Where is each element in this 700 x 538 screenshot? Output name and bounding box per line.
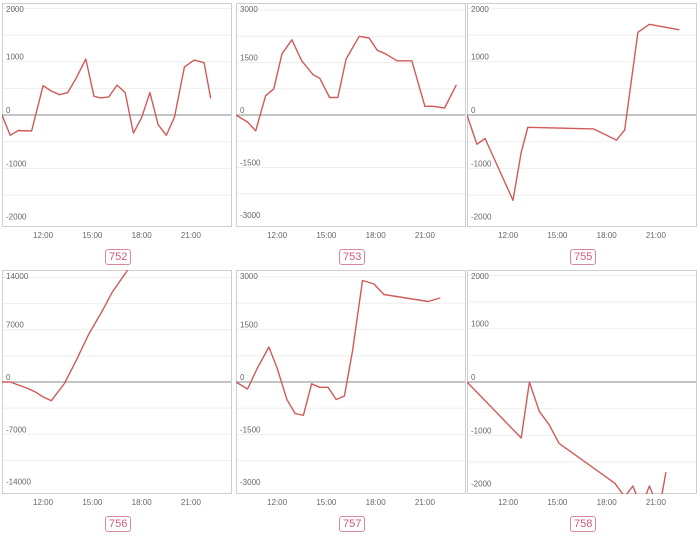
y-tick-label: -2000: [471, 480, 492, 489]
chart-label-badge[interactable]: 757: [339, 516, 365, 532]
y-tick-label: 1500: [240, 321, 258, 330]
x-tick-label: 18:00: [132, 231, 153, 240]
x-tick-label: 21:00: [415, 498, 436, 507]
y-tick-label: 0: [471, 106, 476, 115]
chart-panel-758: 2000 1000 0 -1000 -2000 12:00 15:00 18:00 21:00 7…: [467, 270, 697, 538]
series-line: [236, 281, 440, 416]
chart-svg: 2000 1000 0 -1000 -2000 12:00 15:00 18:00 21:00: [2, 3, 234, 251]
chart-label-badge[interactable]: 755: [570, 249, 596, 265]
chart-svg: 2000 1000 0 -1000 -2000 12:00 15:00 18:00 21:00: [467, 270, 699, 518]
x-tick-label: 18:00: [366, 498, 387, 507]
y-tick-label: 0: [471, 373, 476, 382]
y-tick-label: 0: [6, 373, 11, 382]
chart-label-badge[interactable]: 758: [570, 516, 596, 532]
y-tick-label: -3000: [240, 478, 261, 487]
x-tick-label: 21:00: [646, 498, 667, 507]
chart-svg: 14000 7000 0 -7000 -14000 12:00 15:00 18:00 21:0…: [2, 270, 234, 518]
x-tick-label: 21:00: [415, 231, 436, 240]
chart-label-badge[interactable]: 756: [105, 516, 131, 532]
series-line: [467, 382, 666, 510]
y-tick-label: 0: [6, 106, 11, 115]
x-tick-label: 15:00: [82, 231, 103, 240]
x-tick-label: 12:00: [33, 498, 54, 507]
x-tick-label: 21:00: [646, 231, 667, 240]
y-tick-label: -1000: [471, 159, 492, 168]
x-tick-label: 15:00: [316, 498, 337, 507]
x-tick-label: 18:00: [597, 498, 618, 507]
y-tick-label: 1000: [471, 53, 489, 62]
y-tick-label: -1000: [471, 426, 492, 435]
y-tick-label: 14000: [6, 272, 29, 281]
y-tick-label: -14000: [6, 478, 31, 487]
chart-label-badge[interactable]: 752: [105, 249, 131, 265]
chart-svg: 3000 1500 0 -1500 -3000 12:00 15:00 18:00 21:00: [236, 3, 468, 251]
y-tick-label: 0: [240, 373, 245, 382]
x-tick-label: 18:00: [366, 231, 387, 240]
x-tick-label: 12:00: [498, 231, 519, 240]
y-tick-label: -7000: [6, 425, 27, 434]
y-tick-label: -1500: [240, 159, 261, 168]
y-tick-label: -2000: [6, 213, 27, 222]
x-tick-label: 21:00: [181, 231, 202, 240]
y-tick-label: -2000: [471, 213, 492, 222]
y-tick-label: 0: [240, 106, 245, 115]
chart-panel-753: 3000 1500 0 -1500 -3000 12:00 15:00 18:00 21:00 7…: [236, 3, 466, 271]
x-tick-label: 15:00: [547, 498, 568, 507]
chart-svg: 2000 1000 0 -1000 -2000 12:00 15:00 18:00 21:00: [467, 3, 699, 251]
y-tick-label: -3000: [240, 211, 261, 220]
x-tick-label: 12:00: [267, 231, 288, 240]
y-tick-label: 7000: [6, 321, 24, 330]
y-tick-label: -1500: [240, 426, 261, 435]
y-tick-label: 2000: [471, 272, 489, 281]
x-tick-label: 15:00: [316, 231, 337, 240]
x-tick-label: 18:00: [132, 498, 153, 507]
y-tick-label: 2000: [6, 5, 24, 14]
chart-panel-752: 2000 1000 0 -1000 -2000 12:00 15:00 18:00 21:00 7…: [2, 3, 232, 271]
x-tick-label: 18:00: [597, 231, 618, 240]
chart-label-badge[interactable]: 753: [339, 249, 365, 265]
series-line: [2, 59, 211, 135]
x-tick-label: 21:00: [181, 498, 202, 507]
x-tick-label: 12:00: [33, 231, 54, 240]
x-tick-label: 15:00: [82, 498, 103, 507]
chart-panel-756: 14000 7000 0 -7000 -14000 12:00 15:00 18:00 21:0…: [2, 270, 232, 538]
y-tick-label: 1500: [240, 54, 258, 63]
x-tick-label: 12:00: [498, 498, 519, 507]
x-tick-label: 12:00: [267, 498, 288, 507]
y-tick-label: 2000: [471, 5, 489, 14]
y-tick-label: 1000: [6, 53, 24, 62]
series-line: [467, 24, 679, 200]
x-tick-label: 15:00: [547, 231, 568, 240]
chart-panel-757: 3000 1500 0 -1500 -3000 12:00 15:00 18:00 21:00 7…: [236, 270, 466, 538]
series-line: [236, 36, 456, 131]
y-tick-label: -1000: [6, 159, 27, 168]
chart-panel-755: 2000 1000 0 -1000 -2000 12:00 15:00 18:00 21:00 7…: [467, 3, 697, 271]
y-tick-label: 1000: [471, 320, 489, 329]
y-tick-label: 3000: [240, 5, 258, 14]
chart-svg: 3000 1500 0 -1500 -3000 12:00 15:00 18:00 21:00: [236, 270, 468, 518]
y-tick-label: 3000: [240, 272, 258, 281]
